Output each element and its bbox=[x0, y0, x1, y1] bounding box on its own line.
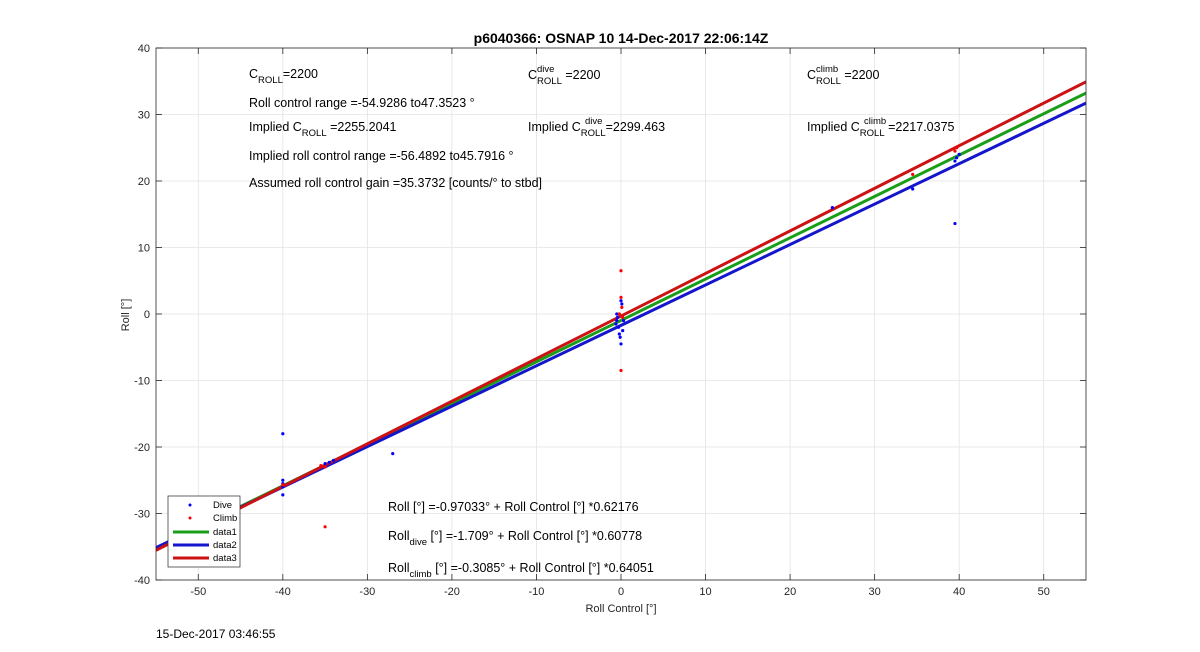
point-dive bbox=[621, 319, 626, 323]
point-dive bbox=[619, 342, 623, 346]
point-dive bbox=[955, 156, 959, 160]
y-tick-label: 0 bbox=[144, 309, 150, 321]
legend-label-dive: Dive bbox=[213, 500, 232, 511]
implied-roll-range: Implied roll control range =-56.4892 to4… bbox=[249, 149, 514, 163]
point-climb bbox=[955, 146, 959, 150]
y-tick-label: 30 bbox=[138, 110, 150, 122]
point-dive bbox=[911, 187, 915, 191]
point-climb bbox=[620, 305, 624, 309]
chart-title: p6040366: OSNAP 10 14-Dec-2017 22:06:14Z bbox=[474, 30, 769, 46]
legend-label-data2: data2 bbox=[213, 540, 237, 551]
fit-lines bbox=[156, 80, 1086, 552]
y-axis-label: Roll [°] bbox=[120, 299, 132, 332]
x-axis-label: Roll Control [°] bbox=[585, 603, 656, 615]
point-dive bbox=[953, 159, 957, 163]
legend: Dive Climb data1 data2 data3 bbox=[167, 495, 241, 568]
fit-equation-dive: Rolldive [°] =-1.709° + Roll Control [°]… bbox=[388, 529, 642, 548]
point-dive bbox=[281, 432, 285, 436]
axis-ticks: -50 -40 -30 -20 -10 0 10 20 30 40 50 -40 -30 -20 -10 0 1… bbox=[134, 43, 1086, 598]
point-dive bbox=[830, 206, 834, 210]
point-dive bbox=[281, 478, 285, 482]
legend-label-data3: data3 bbox=[213, 553, 237, 564]
point-dive bbox=[281, 493, 285, 497]
implied-c-roll: Implied CROLL =2255.2041 bbox=[249, 120, 397, 139]
y-tick-label: -10 bbox=[134, 376, 150, 388]
x-tick-label: 50 bbox=[1038, 586, 1050, 598]
fit-equation-all: Roll [°] =-0.97033° + Roll Control [°] *… bbox=[388, 500, 639, 514]
x-tick-label: 10 bbox=[699, 586, 711, 598]
point-climb bbox=[617, 312, 621, 316]
point-climb bbox=[621, 315, 625, 319]
point-dive bbox=[620, 302, 624, 306]
implied-c-roll-dive-superscript: dive bbox=[585, 116, 602, 127]
point-climb bbox=[953, 149, 957, 153]
point-climb bbox=[619, 269, 623, 273]
point-dive bbox=[615, 312, 619, 316]
x-tick-label: -30 bbox=[359, 586, 375, 598]
point-dive bbox=[621, 329, 625, 333]
point-climb bbox=[619, 368, 623, 373]
point-dive bbox=[616, 325, 621, 329]
point-dive bbox=[323, 462, 327, 466]
point-dive bbox=[614, 322, 618, 326]
point-dive bbox=[615, 319, 619, 323]
legend-marker-dive bbox=[188, 503, 192, 507]
x-tick-label: 0 bbox=[618, 586, 624, 598]
point-climb bbox=[323, 465, 327, 469]
annotations: CROLL=2200 CROLL =2200 dive CROLL =2200 … bbox=[249, 64, 955, 580]
y-tick-label: 20 bbox=[138, 176, 150, 188]
x-tick-label: 20 bbox=[784, 586, 796, 598]
x-tick-label: -20 bbox=[444, 586, 460, 598]
point-climb bbox=[281, 483, 285, 487]
x-tick-label: 40 bbox=[953, 586, 965, 598]
fit-line-data3 bbox=[156, 80, 1086, 552]
point-dive bbox=[616, 315, 620, 319]
point-dive bbox=[953, 221, 957, 226]
implied-c-roll-dive: Implied CROLL=2299.463 bbox=[528, 120, 665, 139]
y-tick-label: -40 bbox=[134, 575, 150, 587]
roll-control-range: Roll control range =-54.9286 to47.3523 ° bbox=[249, 96, 475, 110]
point-dive bbox=[619, 299, 623, 303]
implied-c-roll-climb: Implied CROLL =2217.0375 bbox=[807, 120, 955, 139]
c-roll-dive-superscript: dive bbox=[537, 64, 554, 75]
point-climb bbox=[619, 295, 623, 299]
y-tick-label: 10 bbox=[138, 243, 150, 255]
legend-label-climb: Climb bbox=[213, 513, 237, 524]
assumed-gain: Assumed roll control gain =35.3732 [coun… bbox=[249, 176, 542, 190]
implied-c-roll-climb-superscript: climb bbox=[864, 116, 886, 127]
x-tick-label: -10 bbox=[529, 586, 545, 598]
x-tick-label: -40 bbox=[275, 586, 291, 598]
point-dive bbox=[617, 332, 621, 336]
x-tick-label: 30 bbox=[869, 586, 881, 598]
point-dive bbox=[957, 152, 961, 156]
x-tick-label: -50 bbox=[190, 586, 206, 598]
point-dive bbox=[391, 452, 395, 456]
point-dive bbox=[327, 460, 331, 464]
point-dive bbox=[618, 335, 622, 339]
y-tick-label: -20 bbox=[134, 442, 150, 454]
footer-timestamp: 15-Dec-2017 03:46:55 bbox=[156, 627, 276, 641]
fit-equation-climb: Rollclimb [°] =-0.3085° + Roll Control [… bbox=[388, 561, 654, 580]
legend-label-data1: data1 bbox=[213, 527, 237, 538]
point-climb bbox=[911, 172, 915, 176]
point-climb bbox=[323, 525, 327, 529]
point-dive bbox=[331, 458, 336, 462]
c-roll-climb-superscript: climb bbox=[816, 64, 838, 75]
point-climb bbox=[319, 464, 323, 468]
y-tick-label: -30 bbox=[134, 509, 150, 521]
y-tick-label: 40 bbox=[138, 43, 150, 55]
legend-marker-climb bbox=[188, 516, 192, 520]
